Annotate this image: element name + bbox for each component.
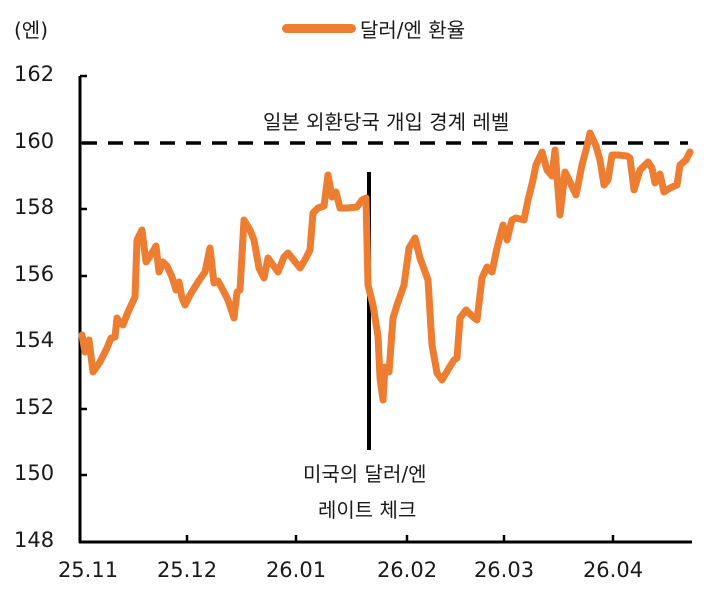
usdjpy-series-line: [78, 129, 694, 404]
y-tick-148: 148: [14, 528, 55, 552]
x-axis-ticks: [185, 535, 615, 542]
y-tick-154: 154: [14, 328, 55, 352]
y-tick-152: 152: [14, 395, 55, 419]
x-tick-25-12: 25.12: [156, 558, 218, 582]
legend-swatch-usdjpy: [282, 24, 356, 33]
x-tick-26-01: 26.01: [265, 558, 327, 582]
y-axis-ticks: [80, 74, 87, 477]
y-tick-156: 156: [14, 262, 55, 286]
marker-label-line2: 레이트 체크: [318, 498, 417, 522]
x-tick-26-03: 26.03: [473, 558, 535, 582]
legend: 달러/엔 환율: [282, 14, 465, 43]
x-tick-25-11: 25.11: [57, 558, 119, 582]
y-unit-label: (엔): [14, 18, 49, 42]
y-tick-158: 158: [14, 195, 55, 219]
y-tick-150: 150: [14, 461, 55, 485]
legend-label-usdjpy: 달러/엔 환율: [360, 18, 466, 42]
y-tick-162: 162: [14, 62, 55, 86]
marker-label-line1: 미국의 달러/엔: [303, 462, 427, 486]
x-tick-26-02: 26.02: [376, 558, 438, 582]
y-tick-160: 160: [14, 129, 55, 153]
x-tick-26-04: 26.04: [582, 558, 644, 582]
reference-line-label: 일본 외환당국 개입 경계 레벨: [263, 110, 510, 134]
